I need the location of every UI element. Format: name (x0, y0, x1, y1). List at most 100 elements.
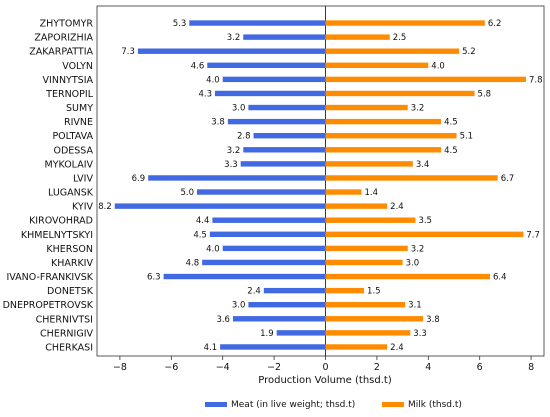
milk-bar (325, 245, 408, 252)
category-label: LUGANSK (48, 188, 94, 199)
meat-value-label: 3.8 (211, 118, 225, 128)
meat-value-label: 4.0 (206, 244, 220, 254)
milk-value-label: 1.4 (364, 188, 378, 198)
milk-bar (325, 302, 406, 308)
milk-bar (325, 231, 524, 237)
meat-value-label: 6.9 (132, 174, 146, 184)
milk-bar (325, 76, 526, 83)
milk-value-label: 1.5 (367, 287, 381, 297)
milk-value-label: 4.5 (444, 146, 458, 156)
category-label: VOLYN (62, 61, 93, 72)
milk-value-label: 6.7 (501, 174, 515, 184)
meat-bar (243, 147, 326, 153)
x-tick-label: 8 (528, 362, 534, 373)
milk-bar (325, 118, 442, 125)
milk-bar (325, 62, 429, 68)
category-label: KYIV (72, 202, 93, 213)
milk-value-label: 2.4 (390, 202, 404, 212)
meat-value-label: 3.3 (224, 160, 238, 170)
meat-value-label: 7.3 (121, 47, 135, 57)
legend: Meat (in live weight; thsd.t) Milk (thsd.… (205, 400, 462, 410)
meat-bar (148, 175, 326, 181)
meat-value-label: 3.2 (227, 146, 241, 156)
category-label: TERNOPIL (45, 89, 94, 100)
meat-bar (227, 118, 326, 125)
meat-value-label: 4.0 (206, 75, 220, 85)
meat-bar (240, 161, 326, 167)
meat-bar (220, 344, 326, 350)
x-tick-label: 4 (425, 362, 431, 373)
meat-bar (189, 20, 326, 26)
milk-value-label: 4.5 (444, 118, 458, 128)
category-label: KHERSON (46, 244, 93, 255)
milk-value-label: 2.4 (390, 343, 404, 353)
milk-value-label: 3.2 (411, 104, 425, 114)
category-label: MYKOLAIV (45, 159, 94, 170)
meat-value-label: 3.2 (227, 33, 241, 43)
meat-bar (263, 287, 326, 294)
milk-bar (325, 20, 485, 26)
milk-bar (325, 259, 403, 266)
category-label: RIVNE (64, 117, 93, 128)
milk-series: 6.2 2.5 5.2 4.0 7.8 5.8 3.2 4.55.14.5 3.4 6.7 1.4 2… (325, 19, 542, 353)
x-tick-label: −6 (164, 362, 178, 373)
milk-bar (325, 217, 416, 223)
x-tick-label: −4 (216, 362, 230, 373)
category-label: ZAPORIZHIA (34, 33, 93, 44)
meat-value-label: 4.3 (198, 89, 212, 99)
meat-bar (137, 48, 326, 54)
meat-value-label: 4.5 (193, 230, 207, 240)
milk-value-label: 7.7 (526, 230, 540, 240)
category-label: KIROVOHRAD (29, 216, 93, 227)
milk-value-label: 3.8 (426, 315, 440, 325)
meat-value-label: 5.3 (173, 19, 187, 29)
meat-bar (212, 217, 326, 223)
milk-value-label: 6.2 (488, 19, 502, 29)
meat-bar (253, 133, 326, 139)
milk-value-label: 4.0 (431, 61, 445, 71)
category-label: POLTAVA (52, 131, 93, 142)
milk-bar (325, 330, 411, 336)
x-tick-label: 0 (322, 362, 328, 373)
category-label: IVANO-FRANKIVSK (6, 272, 93, 283)
milk-bar (325, 175, 498, 181)
meat-value-label: 3.0 (232, 301, 246, 311)
meat-value-label: 3.6 (216, 315, 230, 325)
meat-series: 5.33.27.34.64.04.33.03.82.83.23.36.95.08… (98, 19, 326, 353)
milk-value-label: 5.2 (462, 47, 476, 57)
milk-bar (325, 90, 475, 97)
meat-bar (197, 189, 326, 195)
category-label: CHERKASI (45, 342, 93, 353)
meat-value-label: 2.4 (247, 287, 261, 297)
milk-value-label: 5.8 (478, 89, 492, 99)
meat-bar (248, 104, 326, 111)
category-label: SUMY (66, 103, 93, 114)
legend-meat-swatch (205, 402, 227, 407)
meat-bar (276, 330, 326, 336)
milk-bar (325, 147, 442, 153)
meat-bar (114, 203, 326, 209)
milk-bar (325, 104, 408, 111)
meat-bar (243, 34, 326, 40)
milk-bar (325, 48, 460, 54)
x-tick-label: −8 (113, 362, 127, 373)
plot-border (96, 5, 545, 357)
meat-value-label: 2.8 (237, 132, 251, 142)
meat-value-label: 3.0 (232, 104, 246, 114)
category-label: DONETSK (47, 286, 94, 297)
milk-bar (325, 34, 390, 40)
milk-value-label: 3.3 (413, 329, 427, 339)
meat-bar (248, 302, 326, 308)
milk-value-label: 3.0 (406, 258, 420, 268)
milk-value-label: 6.4 (493, 273, 507, 283)
category-label: CHERNIGIV (40, 328, 93, 339)
meat-bar (202, 259, 326, 266)
milk-bar (325, 344, 388, 350)
milk-value-label: 3.2 (411, 244, 425, 254)
meat-bar (232, 316, 326, 322)
category-label: ZAKARPATTIA (29, 47, 93, 58)
x-axis-title: Production Volume (thsd.t) (258, 375, 392, 386)
meat-value-label: 4.6 (191, 61, 205, 71)
